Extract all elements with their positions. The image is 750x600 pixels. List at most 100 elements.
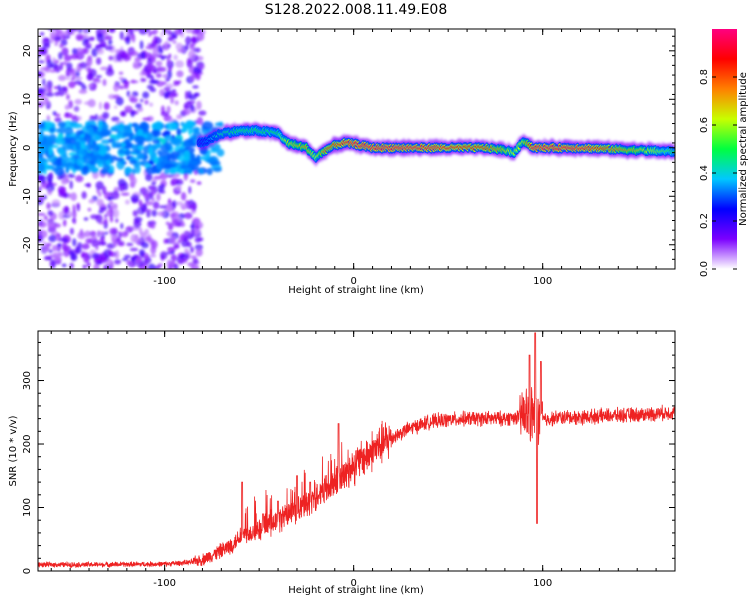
spectrogram-blob — [52, 252, 58, 256]
spectrogram-blob — [62, 87, 68, 91]
spectrogram-blob — [144, 99, 149, 105]
spectrogram-blob — [175, 185, 182, 190]
spectrogram-blob — [68, 251, 74, 256]
spectrogram-blob — [145, 45, 154, 50]
spectrogram-blob — [126, 242, 134, 247]
spectrogram-x-tick-label: 0 — [350, 276, 356, 287]
spectrogram-blob — [82, 264, 87, 269]
snr-series-line — [38, 332, 675, 569]
spectrogram-blob — [149, 254, 157, 258]
colorbar-tick-label: 0.6 — [699, 117, 710, 133]
spectrogram-blob — [54, 117, 62, 123]
spectrogram-blob — [157, 263, 163, 267]
spectrogram-blob — [171, 219, 180, 227]
spectrogram-blob — [145, 166, 157, 175]
spectrogram-blob — [49, 69, 57, 73]
spectrogram-blob — [183, 150, 191, 160]
snr-plot-area — [38, 331, 675, 571]
spectrogram-blob — [155, 60, 163, 67]
spectrogram-blob — [97, 119, 103, 129]
spectrogram-blob — [124, 166, 133, 174]
spectrogram-blob — [67, 173, 76, 179]
spectrogram-blob — [196, 100, 202, 110]
spectrogram-blob — [131, 34, 136, 43]
spectrogram-blob — [71, 123, 83, 129]
spectrogram-blob — [180, 233, 185, 242]
spectrogram-blob — [170, 254, 178, 262]
spectrogram-blob — [196, 181, 202, 185]
spectrogram-blob — [59, 61, 64, 71]
spectrogram-blob — [78, 29, 83, 34]
spectrogram-blob — [105, 35, 113, 40]
spectrogram-blob — [55, 138, 66, 146]
spectrogram-blob — [130, 194, 140, 203]
spectrogram-blob — [49, 31, 57, 40]
spectrogram-blob — [100, 129, 112, 136]
spectrogram-blob — [102, 111, 110, 119]
spectrogram-blob — [84, 183, 91, 187]
spectrogram-blob — [169, 235, 177, 245]
spectrogram-blob — [175, 60, 185, 68]
spectrogram-blob — [140, 203, 148, 213]
spectrogram-blob — [106, 258, 113, 267]
spectrogram-blob — [104, 154, 110, 161]
spectrogram-blob — [38, 186, 42, 193]
spectrogram-blob — [62, 61, 68, 65]
spectrogram-blob — [129, 50, 139, 57]
spectrogram-blob — [83, 101, 93, 106]
spectrogram-blob — [168, 53, 172, 59]
spectrogram-blob — [118, 183, 125, 192]
spectrogram-blob — [61, 263, 67, 268]
spectrogram-blob — [46, 59, 53, 69]
spectrogram-blob — [171, 89, 177, 93]
spectrogram-blob — [134, 135, 146, 144]
spectrogram-blob — [139, 40, 144, 50]
spectrogram-blob — [72, 48, 78, 55]
spectrogram-blob — [183, 173, 188, 181]
spectrogram-blob — [133, 163, 138, 169]
spectrogram-blob — [191, 36, 197, 44]
spectrogram-blob — [92, 167, 100, 173]
spectrogram-blob — [157, 211, 166, 217]
spectrogram-blob — [44, 120, 52, 129]
spectrogram-blob — [83, 256, 89, 263]
spectrogram-blob — [131, 149, 142, 155]
spectrogram-blob — [113, 240, 118, 248]
spectrogram-blob — [216, 148, 225, 157]
spectrogram-blob — [198, 63, 205, 70]
spectrogram-blob — [190, 179, 196, 183]
spectrogram-blob — [196, 116, 203, 125]
spectrogram-blob — [114, 250, 120, 260]
spectrogram-blob — [184, 90, 189, 100]
spectrogram-blob — [120, 111, 126, 117]
spectrogram-blob — [114, 259, 122, 265]
spectrogram-blob — [154, 156, 159, 162]
spectrogram-blob — [129, 247, 139, 252]
spectrogram-blob — [99, 207, 107, 211]
spectrogram-blob — [197, 237, 204, 242]
spectrogram-blob — [162, 74, 168, 79]
spectrogram-blob — [85, 44, 92, 50]
spectrogram-y-tick-label: 20 — [22, 44, 33, 57]
spectrogram-blob — [144, 228, 149, 235]
spectrogram-blob — [111, 139, 116, 149]
spectrogram-blob — [142, 117, 151, 121]
spectrogram-blob — [201, 121, 214, 131]
spectrogram-blob — [56, 243, 62, 248]
spectrogram-blob — [57, 75, 67, 81]
spectrogram-blob — [59, 187, 66, 196]
spectrogram-blob — [166, 259, 172, 269]
spectrogram-blob — [155, 73, 162, 78]
colorbar-label: Normalized spectral amplitude — [738, 72, 749, 226]
spectrogram-blob — [45, 243, 52, 246]
spectrogram-blob — [146, 29, 151, 33]
spectrogram-blob — [120, 192, 130, 196]
spectrogram-blob — [151, 209, 158, 217]
spectrogram-blob — [168, 222, 174, 231]
spectrogram-blob — [167, 69, 172, 79]
spectrogram-blob — [149, 87, 157, 93]
spectrogram-blob — [198, 110, 207, 116]
spectrogram-blob — [59, 124, 66, 135]
spectrogram-blob — [39, 221, 47, 228]
spectrogram-blob — [72, 217, 77, 225]
